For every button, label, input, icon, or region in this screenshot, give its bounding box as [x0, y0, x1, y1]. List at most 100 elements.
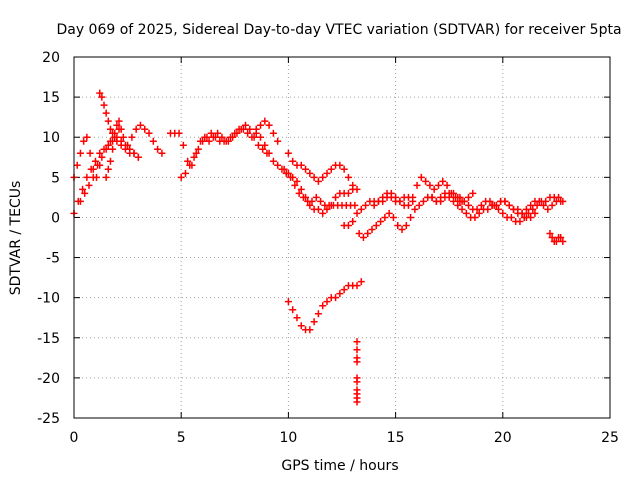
data-point: [317, 197, 325, 205]
data-point: [522, 205, 530, 213]
data-point: [437, 193, 445, 201]
data-point: [344, 189, 352, 197]
data-point: [398, 225, 406, 233]
data-point: [124, 141, 132, 149]
data-point: [396, 197, 404, 205]
data-point: [81, 189, 89, 197]
data-point: [332, 193, 340, 201]
data-point: [242, 121, 250, 129]
data-point: [102, 173, 110, 181]
data-point: [443, 181, 451, 189]
data-point: [402, 221, 410, 229]
data-point: [434, 181, 442, 189]
data-point: [464, 193, 472, 201]
data-point: [529, 205, 537, 213]
data-point: [353, 358, 361, 366]
y-tick-label: 10: [42, 130, 60, 146]
data-point: [192, 149, 200, 157]
data-point: [336, 161, 344, 169]
data-point: [130, 149, 138, 157]
data-point: [111, 133, 119, 141]
y-axis-label: SDTVAR / TECUs: [8, 181, 24, 296]
data-point: [214, 129, 222, 137]
data-point: [404, 201, 412, 209]
data-point: [353, 398, 361, 406]
data-point: [372, 221, 380, 229]
series-arc9: [280, 165, 357, 217]
data-point: [409, 193, 417, 201]
chart-title: Day 069 of 2025, Sidereal Day-to-day VTE…: [56, 22, 621, 38]
data-point: [265, 121, 273, 129]
data-point: [387, 189, 395, 197]
data-point: [540, 201, 548, 209]
data-point: [289, 306, 297, 314]
data-point: [374, 197, 382, 205]
data-point: [269, 157, 277, 165]
data-point: [353, 185, 361, 193]
series-arc4: [76, 121, 166, 205]
data-point: [349, 217, 357, 225]
data-point: [212, 133, 220, 141]
data-point: [119, 133, 127, 141]
data-point: [194, 145, 202, 153]
y-tick-label: 0: [51, 210, 60, 226]
series-arc7: [177, 121, 271, 181]
data-point: [89, 165, 97, 173]
data-point: [289, 173, 297, 181]
data-point: [473, 205, 481, 213]
data-point: [525, 209, 533, 217]
data-point: [104, 141, 112, 149]
x-axis: 0 5 10 15 20 25: [70, 57, 619, 446]
data-point: [351, 201, 359, 209]
data-point: [291, 181, 299, 189]
data-point: [548, 234, 556, 241]
data-point: [445, 193, 453, 201]
y-tick-label: -15: [37, 331, 60, 347]
data-point: [145, 129, 153, 137]
y-tick-label: 20: [42, 50, 60, 66]
data-point: [557, 197, 565, 205]
x-tick-label: 0: [70, 430, 79, 446]
data-point: [353, 338, 361, 346]
series-arc11: [284, 278, 365, 334]
data-point: [117, 125, 125, 133]
data-point: [310, 173, 318, 181]
data-point: [261, 117, 269, 125]
data-point: [113, 137, 121, 145]
data-point: [158, 149, 166, 157]
data-point: [310, 318, 318, 326]
data-point: [149, 137, 157, 145]
data-point: [359, 234, 367, 241]
data-point: [96, 89, 104, 97]
data-point: [353, 346, 361, 354]
data-point: [430, 185, 438, 193]
data-point: [250, 133, 258, 141]
data-point: [106, 137, 114, 145]
data-point: [449, 197, 457, 205]
data-point: [312, 193, 320, 201]
data-point: [297, 161, 305, 169]
series-arc19: [546, 229, 567, 246]
data-point: [83, 173, 91, 181]
y-tick-label: 15: [42, 90, 60, 106]
data-points: [70, 89, 567, 406]
data-point: [106, 157, 114, 165]
data-point: [229, 133, 237, 141]
data-point: [280, 165, 288, 173]
data-point: [154, 145, 162, 153]
data-point: [106, 125, 114, 133]
data-point: [520, 213, 528, 221]
data-point: [98, 153, 106, 161]
data-point: [486, 197, 494, 205]
data-point: [542, 197, 550, 205]
data-point: [460, 197, 468, 205]
data-point: [499, 209, 507, 217]
data-point: [505, 201, 513, 209]
data-point: [419, 197, 427, 205]
series-arc6: [166, 117, 282, 169]
data-point: [340, 165, 348, 173]
series-arc10: [284, 149, 361, 193]
data-point: [484, 205, 492, 213]
data-point: [284, 298, 292, 306]
